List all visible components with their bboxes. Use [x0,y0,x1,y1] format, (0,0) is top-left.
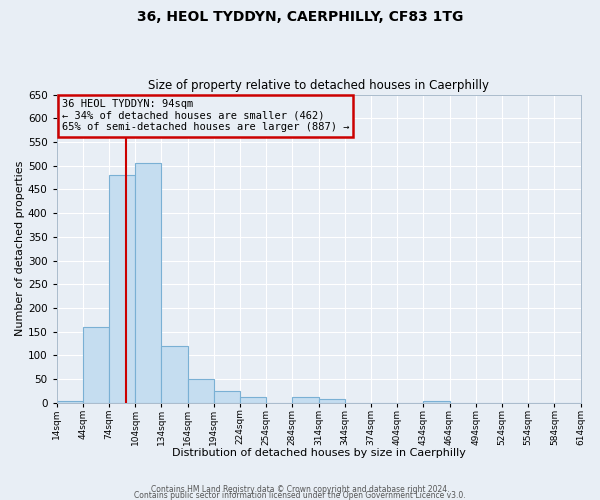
Bar [56,400,83,403]
Bar [83,327,109,403]
Bar [188,379,214,403]
Text: 36, HEOL TYDDYN, CAERPHILLY, CF83 1TG: 36, HEOL TYDDYN, CAERPHILLY, CF83 1TG [137,10,463,24]
Bar [135,164,161,403]
Bar [161,346,188,403]
Text: 36 HEOL TYDDYN: 94sqm
← 34% of detached houses are smaller (462)
65% of semi-det: 36 HEOL TYDDYN: 94sqm ← 34% of detached … [62,99,349,132]
Text: Contains public sector information licensed under the Open Government Licence v3: Contains public sector information licen… [134,490,466,500]
Text: Contains HM Land Registry data © Crown copyright and database right 2024.: Contains HM Land Registry data © Crown c… [151,484,449,494]
Bar [319,399,345,403]
Y-axis label: Number of detached properties: Number of detached properties [15,161,25,336]
Bar [214,391,240,403]
Bar [109,175,135,403]
Bar [424,400,449,403]
Bar [292,397,319,403]
Bar [240,396,266,403]
X-axis label: Distribution of detached houses by size in Caerphilly: Distribution of detached houses by size … [172,448,466,458]
Title: Size of property relative to detached houses in Caerphilly: Size of property relative to detached ho… [148,79,489,92]
